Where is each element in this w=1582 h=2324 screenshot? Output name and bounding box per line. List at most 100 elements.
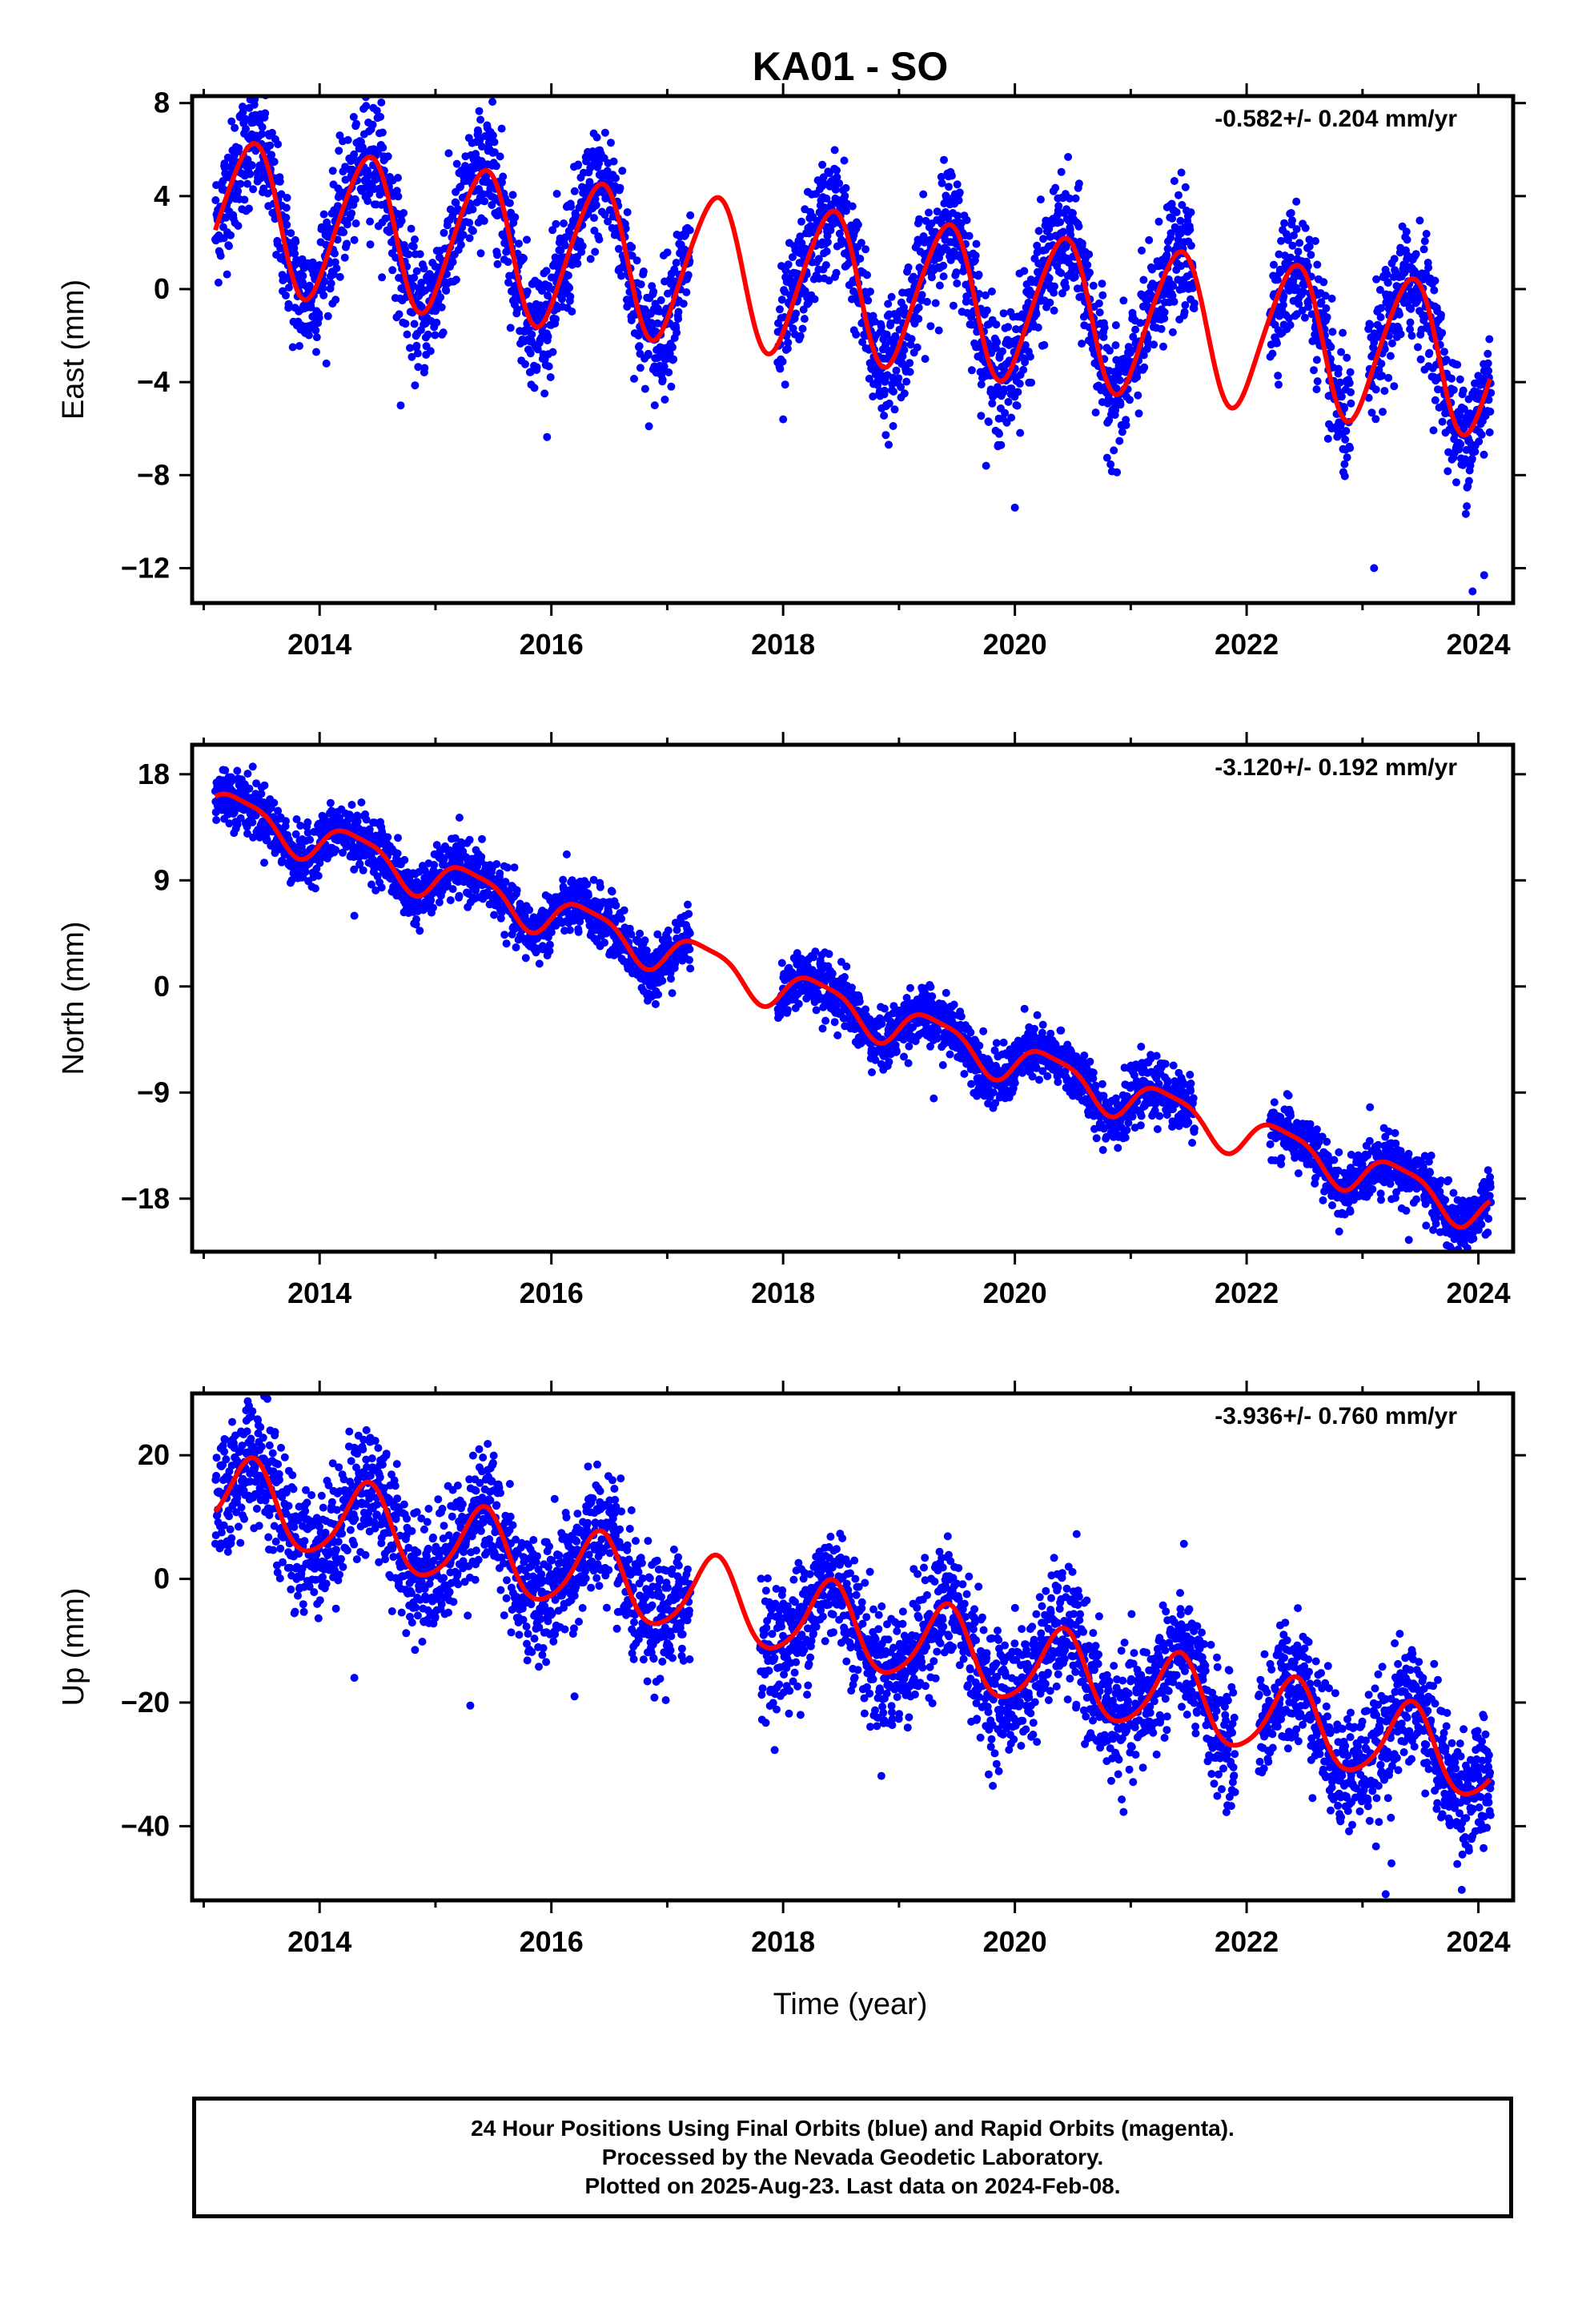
data-point <box>982 461 990 470</box>
data-point <box>886 319 895 328</box>
data-point <box>568 308 576 316</box>
data-point <box>363 197 372 205</box>
data-point <box>1100 324 1109 332</box>
x-tick-label: 2024 <box>1447 628 1511 661</box>
data-point <box>841 207 850 215</box>
data-point <box>1071 194 1080 203</box>
data-point <box>670 265 679 274</box>
data-point <box>343 220 351 229</box>
data-point <box>455 814 464 822</box>
data-point <box>682 288 691 296</box>
data-point <box>282 213 291 222</box>
data-point <box>1474 372 1483 380</box>
data-point <box>621 224 630 233</box>
data-point <box>674 308 683 316</box>
data-point <box>1477 430 1486 439</box>
data-point <box>609 157 618 166</box>
data-point <box>426 347 435 356</box>
data-point <box>429 903 437 912</box>
data-point <box>393 849 402 858</box>
data-point <box>913 343 921 352</box>
data-point <box>249 185 258 194</box>
data-point <box>1430 286 1439 295</box>
data-point <box>1310 366 1318 375</box>
data-point <box>1304 303 1313 312</box>
data-point <box>1098 279 1106 288</box>
data-point <box>992 320 1001 329</box>
data-point <box>897 383 905 392</box>
data-point <box>1372 275 1381 283</box>
y-tick-label: 0 <box>154 272 170 305</box>
data-point <box>915 215 924 223</box>
data-point <box>889 388 897 396</box>
data-point <box>1111 321 1120 330</box>
data-point <box>1057 167 1066 176</box>
data-point <box>1106 460 1115 468</box>
data-point <box>1111 341 1120 350</box>
data-point <box>304 331 313 340</box>
data-point <box>1292 225 1301 234</box>
data-point <box>1157 324 1166 333</box>
data-point <box>777 296 786 304</box>
x-tick-label: 2014 <box>287 628 351 661</box>
data-point <box>1098 291 1107 300</box>
data-point <box>245 204 253 213</box>
data-point <box>295 342 303 350</box>
data-point <box>1168 328 1177 336</box>
data-point <box>331 846 340 854</box>
data-point <box>1045 274 1054 283</box>
data-point <box>612 901 620 910</box>
data-point <box>822 247 831 255</box>
x-tick-label: 2020 <box>983 628 1047 661</box>
data-point <box>938 179 946 187</box>
x-tick-label: 2018 <box>751 628 815 661</box>
data-point <box>1020 267 1029 275</box>
data-point <box>1475 437 1484 446</box>
data-point <box>560 241 569 250</box>
data-point <box>1420 237 1429 246</box>
data-point <box>1407 332 1416 340</box>
data-point <box>592 133 601 142</box>
data-point <box>366 240 375 249</box>
data-point <box>248 762 257 771</box>
data-point <box>552 190 561 198</box>
data-point <box>1437 311 1445 320</box>
data-point <box>684 271 693 279</box>
data-point <box>1136 319 1145 328</box>
data-point <box>499 172 508 181</box>
data-point <box>826 226 835 235</box>
data-point <box>558 295 566 304</box>
data-point <box>1019 365 1028 374</box>
data-point <box>947 171 956 180</box>
data-point <box>1305 235 1314 244</box>
data-point <box>251 147 260 155</box>
data-point <box>1286 320 1295 329</box>
data-point <box>544 332 552 341</box>
data-point <box>1414 343 1422 352</box>
data-point <box>1058 289 1066 298</box>
data-point <box>448 258 457 267</box>
data-point <box>1447 374 1456 383</box>
data-point <box>412 267 421 275</box>
data-point <box>493 251 502 259</box>
data-point <box>914 304 923 312</box>
data-point <box>1484 349 1492 358</box>
data-point <box>413 349 422 358</box>
data-point <box>1379 408 1387 416</box>
data-point <box>1115 376 1124 384</box>
data-point <box>1459 386 1468 395</box>
data-point <box>504 258 512 267</box>
data-point <box>1313 377 1322 386</box>
data-point <box>955 188 964 197</box>
data-point <box>1177 168 1186 177</box>
data-point <box>919 190 928 199</box>
data-point <box>1480 450 1488 459</box>
data-point <box>1113 468 1122 476</box>
data-point <box>1287 209 1295 217</box>
data-point <box>998 347 1006 356</box>
data-point <box>1378 372 1387 380</box>
data-point <box>853 220 862 229</box>
data-point <box>478 143 486 151</box>
data-point <box>349 113 358 121</box>
data-point <box>1411 250 1420 259</box>
